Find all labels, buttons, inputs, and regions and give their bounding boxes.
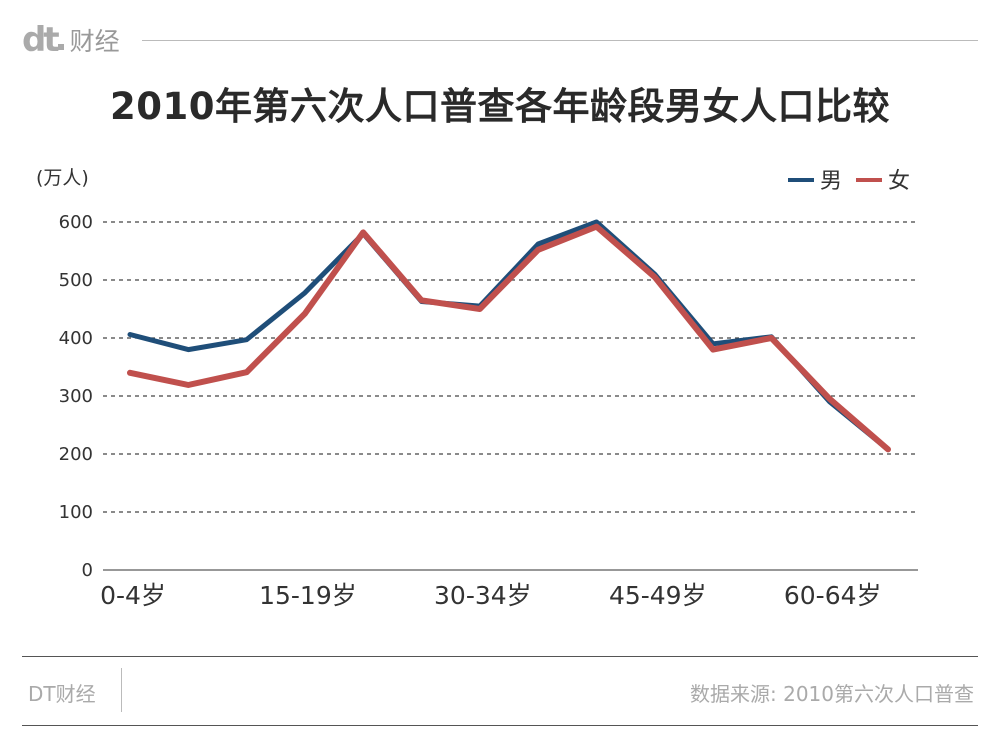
brand-logo-dot — [57, 44, 64, 50]
line-chart: (万人) 0 100 200 300 400 500 600 0-4岁 15-19岁 30-34岁 4… — [36, 167, 918, 610]
chart-title: 2010年第六次人口普查各年龄段男女人口比较 — [110, 85, 890, 128]
y-tick-label: 600 — [59, 212, 93, 233]
chart-bottom-rule — [22, 656, 978, 657]
brand-logo: dt 财经 — [22, 22, 120, 58]
y-tick-label: 300 — [59, 386, 93, 407]
footer-divider — [121, 668, 122, 712]
y-tick-label: 500 — [59, 270, 93, 291]
y-tick-label: 0 — [82, 560, 93, 581]
legend-label: 女 — [888, 169, 910, 194]
footer-brand: DT财经 — [28, 682, 96, 706]
series-line-female — [127, 223, 891, 453]
x-tick-label: 30-34岁 — [434, 581, 532, 610]
brand-logo-mark: dt — [22, 20, 60, 60]
x-tick-label: 15-19岁 — [259, 581, 357, 610]
y-axis-unit-label: (万人) — [36, 167, 89, 189]
legend-label: 男 — [820, 169, 842, 194]
y-tick-label: 400 — [59, 328, 93, 349]
footer-source: 数据来源: 2010第六次人口普查 — [690, 682, 974, 706]
footer-rule — [22, 725, 978, 726]
y-tick-label: 200 — [59, 444, 93, 465]
brand-name: 财经 — [69, 27, 120, 56]
y-tick-label: 100 — [59, 502, 93, 523]
header-rule — [142, 40, 978, 41]
x-tick-label: 45-49岁 — [609, 581, 707, 610]
series-line-male — [127, 219, 891, 452]
x-tick-label: 0-4岁 — [100, 581, 166, 610]
x-tick-label: 60-64岁 — [784, 581, 882, 610]
